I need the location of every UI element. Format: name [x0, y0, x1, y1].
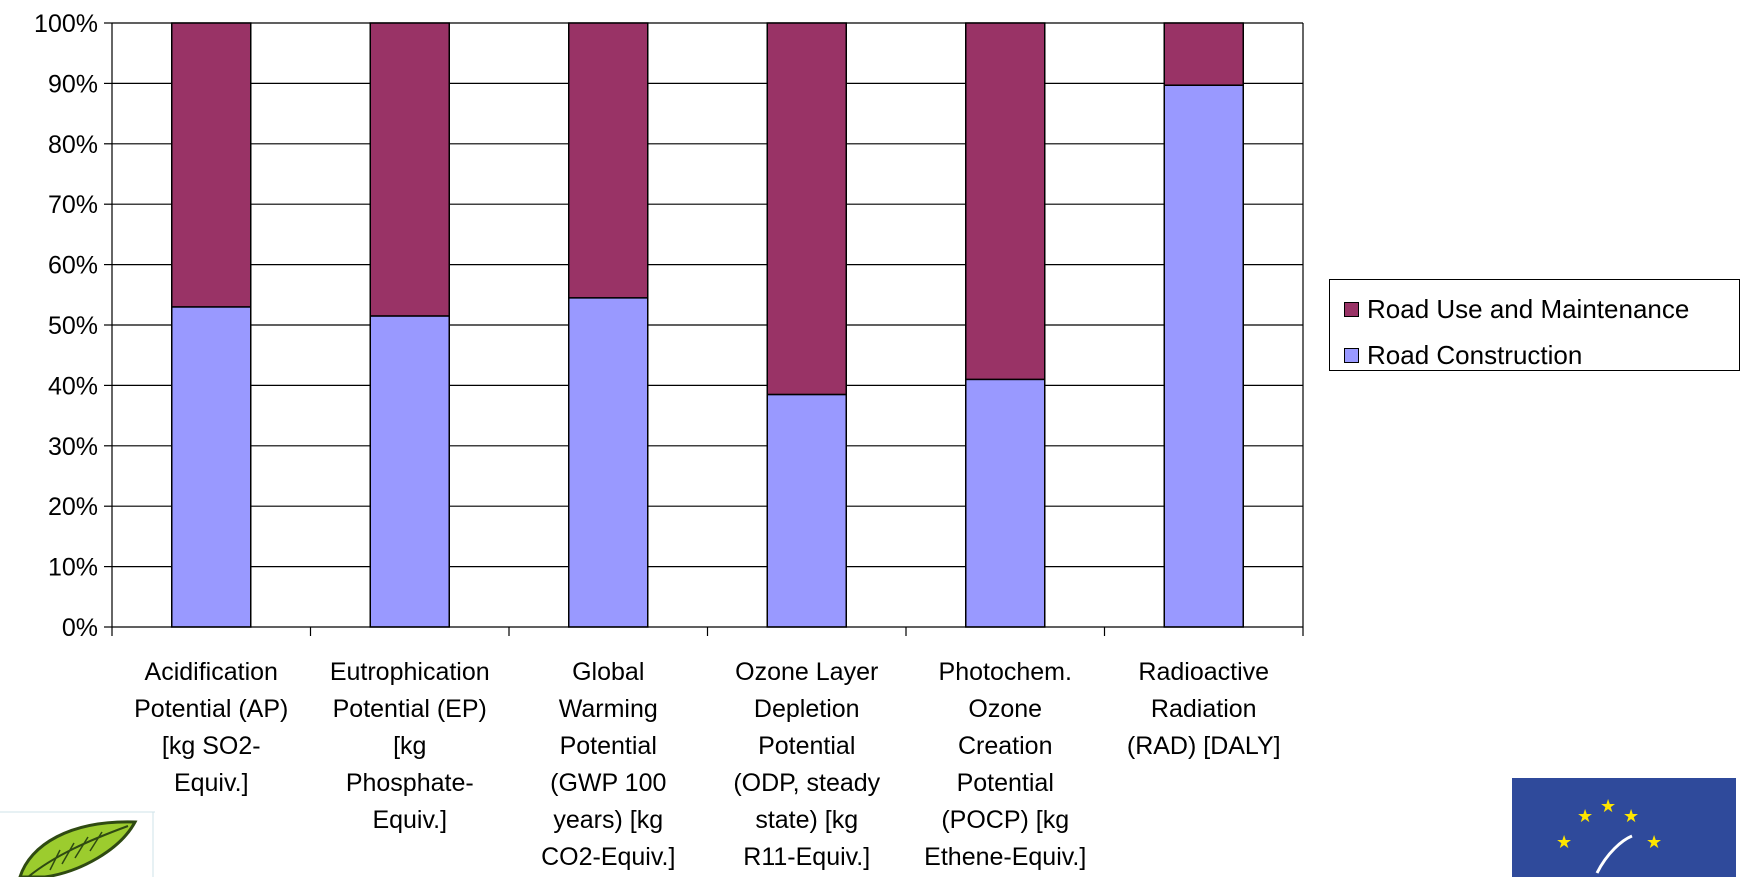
y-tick-label: 50% [48, 312, 98, 340]
axes [104, 22, 1304, 636]
x-tick-label: Acidification Potential (AP) [kg SO2-Equiv… [134, 658, 288, 797]
bar-segment [965, 22, 1046, 381]
y-tick-label: 70% [48, 191, 98, 219]
legend-item-road-use: Road Use and Maintenance [1344, 294, 1689, 324]
y-tick-label: 0% [62, 614, 98, 642]
legend-item-road-construction: Road Construction [1344, 340, 1582, 370]
y-tick-label: 10% [48, 554, 98, 582]
x-tick-label: Radioactive Radiation (RAD) [DALY] [1127, 658, 1281, 760]
svg-text:★: ★ [1623, 806, 1639, 827]
stacked-bar-chart: 0% 10% 20% 30% 40% 50% 60% 70% 80% 90% 100% Acidif… [34, 10, 1304, 871]
y-tick-label: 20% [48, 493, 98, 521]
gridlines [112, 22, 1303, 568]
svg-text:★: ★ [1577, 806, 1593, 827]
x-tick-label: Photochem. Ozone Creation Potential (POCP) [… [924, 658, 1086, 871]
x-tick-label: Ozone Layer Depletion Potential (ODP, stead… [733, 658, 880, 871]
leaf-logo [0, 811, 155, 877]
legend-label-road-use: Road Use and Maintenance [1367, 293, 1690, 324]
bar-segment [568, 297, 649, 628]
bar-segment [568, 22, 649, 299]
bar-segment [171, 22, 252, 308]
bar-segment [1163, 22, 1244, 86]
bar-segment [369, 22, 450, 317]
bar-segment [965, 378, 1046, 628]
eu-flag-logo: ★ ★ ★ ★ ★ [1512, 778, 1736, 877]
svg-text:★: ★ [1600, 796, 1616, 817]
svg-text:★: ★ [1646, 832, 1662, 853]
legend-swatch-road-use [1344, 301, 1359, 317]
legend: Road Use and Maintenance Road Constructi… [1329, 279, 1740, 371]
bar-segment [766, 393, 847, 628]
bar-segment [766, 22, 847, 396]
y-tick-labels: 0% 10% 20% 30% 40% 50% 60% 70% 80% 90% 100% [34, 10, 98, 642]
legend-label-road-construction: Road Construction [1367, 339, 1583, 370]
y-tick-label: 80% [48, 131, 98, 159]
y-tick-label: 60% [48, 252, 98, 280]
x-category-labels: Acidification Potential (AP) [kg SO2-Equiv… [134, 658, 1280, 871]
bar-segment [1163, 84, 1244, 628]
svg-text:★: ★ [1556, 832, 1572, 853]
bar-segment [369, 315, 450, 628]
x-tick-label: Eutrophication Potential (EP) [kg Phosphate… [330, 658, 490, 834]
x-tick-label: Global Warming Potential (GWP 100 years) [kg… [541, 658, 675, 871]
y-tick-label: 40% [48, 372, 98, 400]
y-tick-label: 100% [34, 10, 98, 38]
y-tick-label: 90% [48, 70, 98, 98]
legend-swatch-road-construction [1344, 347, 1359, 363]
bar-segment [171, 306, 252, 628]
y-tick-label: 30% [48, 433, 98, 461]
